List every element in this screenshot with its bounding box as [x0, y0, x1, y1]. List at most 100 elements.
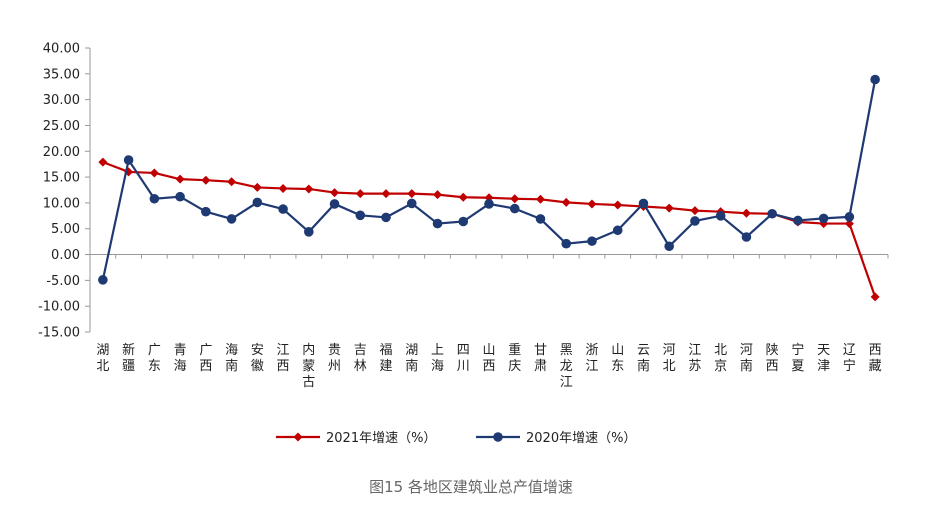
data-point	[175, 191, 185, 202]
data-point	[535, 214, 546, 224]
data-point	[664, 203, 674, 213]
x-category-label: 陕西	[766, 343, 779, 374]
data-point	[381, 189, 391, 199]
x-category-label: 江西	[277, 343, 290, 374]
data-point	[355, 189, 365, 199]
y-tick-label: 5.00	[51, 222, 80, 237]
x-category-label: 江苏	[688, 343, 701, 374]
data-point	[175, 174, 185, 184]
data-point	[561, 238, 572, 249]
legend-marker	[293, 432, 303, 442]
x-category-label: 湖南	[405, 343, 418, 374]
chart-caption: 图15 各地区建筑业总产值增速	[369, 478, 573, 496]
x-category-label: 吉林	[354, 343, 367, 374]
data-point	[98, 157, 108, 167]
data-point	[844, 219, 854, 229]
data-point	[123, 155, 134, 165]
y-tick-label: 20.00	[43, 145, 80, 160]
x-category-label: 河北	[663, 343, 676, 374]
data-point	[870, 292, 880, 302]
data-point	[252, 197, 263, 208]
data-point	[433, 190, 443, 200]
x-category-label: 广东	[148, 343, 161, 374]
x-category-label: 上海	[431, 343, 444, 374]
data-point	[613, 200, 623, 210]
x-category-label: 海南	[225, 343, 238, 374]
data-point	[715, 211, 726, 221]
x-category-label: 安徽	[251, 343, 264, 374]
x-category-label: 内蒙古	[302, 342, 315, 390]
data-point	[355, 210, 366, 221]
data-point	[612, 225, 623, 236]
legend: 2021年增速（%） 2020年增速（%）	[276, 431, 636, 446]
data-point	[690, 206, 700, 216]
x-category-label: 广西	[199, 343, 212, 374]
x-category-label: 重庆	[508, 342, 521, 374]
data-point	[741, 232, 752, 242]
data-point	[304, 227, 314, 237]
series-layer	[98, 74, 880, 302]
legend-item: 2020年增速（%）	[476, 431, 636, 446]
x-category-label: 山西	[482, 343, 495, 374]
line-chart: -15.00 -10.00 -5.00 0.00 5.00 10.00 15.00 20.00…	[38, 42, 889, 446]
series-2020	[98, 74, 880, 285]
data-point	[509, 203, 520, 214]
y-tick-label: -10.00	[38, 300, 80, 315]
y-tick-label: 40.00	[43, 42, 80, 57]
data-point	[201, 206, 211, 217]
x-category-label: 宁夏	[791, 342, 804, 374]
data-point	[149, 193, 160, 204]
data-point	[664, 241, 674, 252]
y-tick-label: 10.00	[43, 196, 80, 211]
series-line	[101, 79, 877, 281]
y-tick-label: 30.00	[43, 93, 80, 108]
x-category-label: 云南	[637, 343, 650, 374]
x-category-label: 贵州	[328, 343, 341, 374]
y-tick-label: 15.00	[43, 171, 80, 186]
x-category-label: 福建	[380, 343, 393, 374]
y-tick-label: -5.00	[46, 274, 80, 289]
series-2021	[98, 157, 880, 302]
data-point	[330, 188, 340, 198]
data-point	[227, 177, 237, 187]
data-point	[587, 199, 597, 209]
x-category-label: 辽宁	[843, 343, 856, 374]
axes	[89, 48, 888, 332]
data-point	[407, 189, 417, 199]
x-category-label: 甘肃	[534, 343, 547, 374]
data-point	[458, 192, 468, 202]
data-point	[638, 198, 649, 209]
x-category-label: 天津	[817, 343, 830, 374]
data-point	[561, 197, 571, 207]
data-point	[226, 214, 237, 224]
x-category-label: 黑龙江	[560, 343, 573, 390]
legend-item: 2021年增速（%）	[276, 431, 436, 446]
data-point	[406, 198, 417, 209]
data-point	[818, 213, 829, 224]
data-point	[690, 216, 700, 226]
x-axis-labels: 湖北新疆广东青海广西海南安徽江西内蒙古贵州吉林福建湖南上海四川山西重庆甘肃黑龙江…	[96, 254, 889, 390]
data-point	[98, 275, 108, 285]
x-category-label: 四川	[457, 343, 470, 374]
data-point	[767, 208, 777, 219]
data-point	[432, 218, 443, 229]
data-point	[844, 212, 855, 222]
y-tick-label: -15.00	[38, 326, 80, 341]
data-point	[329, 199, 340, 209]
data-point	[587, 236, 597, 246]
x-category-label: 青海	[174, 343, 187, 374]
x-category-label: 北京	[714, 343, 727, 374]
data-point	[252, 182, 262, 192]
x-category-label: 河南	[740, 343, 753, 374]
legend-marker	[493, 432, 503, 442]
x-category-label: 山东	[611, 343, 624, 374]
y-tick-label: 35.00	[43, 67, 80, 82]
x-category-label: 湖北	[96, 343, 109, 374]
data-point	[793, 215, 803, 226]
data-point	[201, 175, 211, 185]
data-point	[484, 199, 494, 209]
data-point	[149, 168, 159, 178]
data-point	[741, 208, 751, 218]
data-point	[278, 183, 288, 193]
